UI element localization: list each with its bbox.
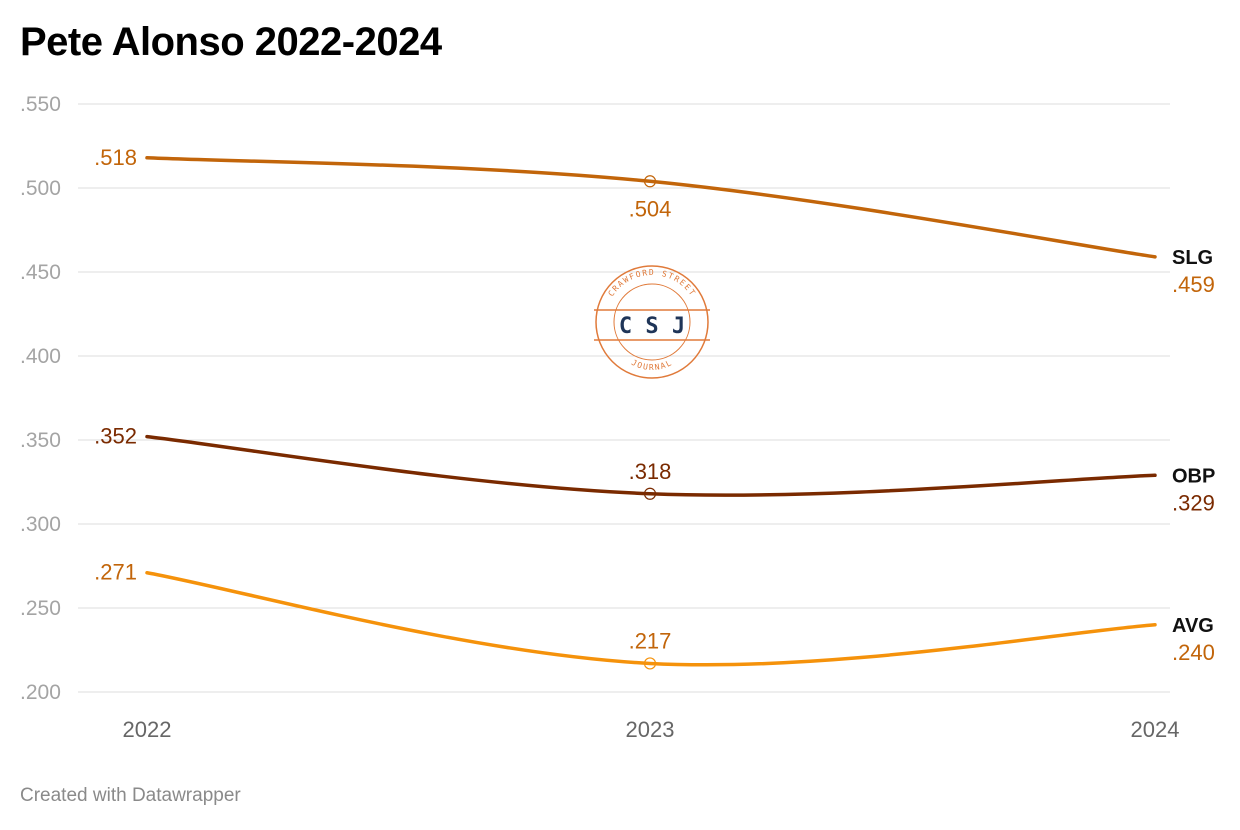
series-line-slg [145, 156, 1157, 259]
csj-watermark-logo: CRAWFORD STREET C S J JOURNAL [594, 265, 710, 379]
x-tick-label: 2023 [626, 717, 675, 742]
line-chart: .550.500.450.400.350.300.250.200 2022 202… [20, 93, 1215, 742]
series-line-avg [145, 570, 1157, 667]
x-axis-ticks: 2022 2023 2024 [123, 717, 1180, 742]
y-tick-label: .500 [20, 177, 61, 200]
y-axis-ticks: .550 .500 .450 .400 .350 .300 .250 .200 [20, 93, 61, 704]
data-label: .518 [94, 145, 137, 170]
data-point-marker [643, 657, 657, 670]
series-name-label: AVG [1172, 615, 1214, 637]
y-tick-label: .450 [20, 261, 61, 284]
grid-lines [78, 103, 1170, 693]
watermark-top-text: CRAWFORD STREET [606, 268, 697, 298]
x-tick-label: 2022 [123, 717, 172, 742]
y-tick-label: .550 [20, 93, 61, 116]
data-label: .240 [1172, 640, 1215, 665]
data-label: .318 [629, 459, 672, 484]
data-label: .504 [629, 196, 672, 221]
data-point-marker [643, 487, 657, 500]
series-lines [145, 156, 1157, 670]
data-label: .217 [629, 628, 672, 653]
data-label: .329 [1172, 490, 1215, 515]
y-tick-label: .250 [20, 597, 61, 620]
x-tick-label: 2024 [1131, 717, 1180, 742]
data-label: .352 [94, 424, 137, 449]
chart-title: Pete Alonso 2022-2024 [20, 20, 442, 64]
y-tick-label: .300 [20, 513, 61, 536]
data-label: .271 [94, 560, 137, 585]
series-name-label: OBP [1172, 465, 1215, 487]
y-tick-label: .200 [20, 681, 61, 704]
data-labels: .518 .504 SLG .459 .352 .318 OBP .329 .271 .217 AV… [94, 145, 1215, 665]
footer-credit: Created with Datawrapper [20, 785, 241, 806]
watermark-center-text: C S J [619, 314, 685, 339]
y-tick-label: .350 [20, 429, 61, 452]
data-label: .459 [1172, 272, 1215, 297]
data-point-marker [643, 175, 657, 188]
series-line-obp [145, 434, 1157, 497]
y-tick-label: .400 [20, 345, 61, 368]
series-name-label: SLG [1172, 247, 1213, 269]
